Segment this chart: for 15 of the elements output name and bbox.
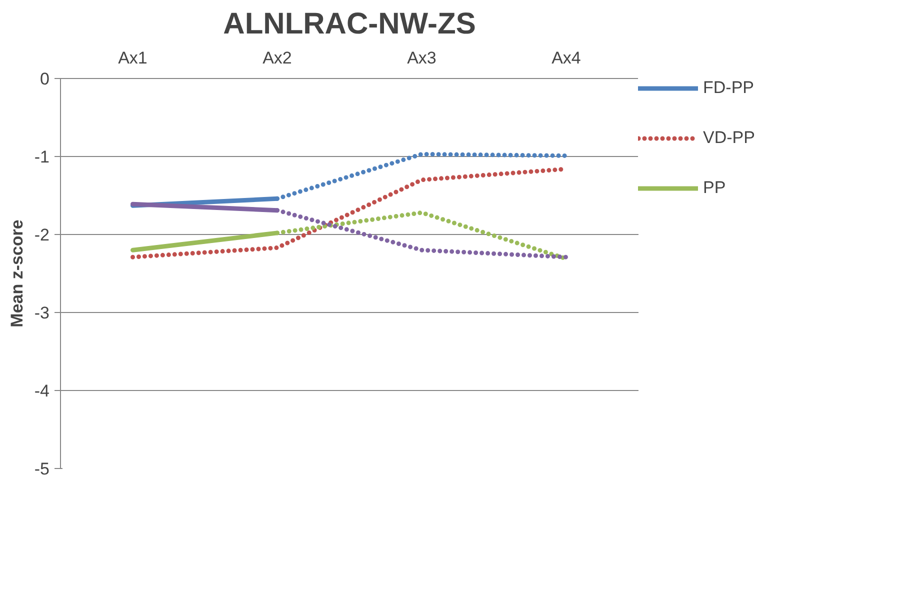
legend-label: FD-PP (703, 78, 754, 98)
y-tick-label: -3 (34, 304, 50, 322)
x-tick-label: Ax4 (552, 48, 581, 68)
legend-label: VD-PP (703, 128, 755, 148)
y-axis-title: Mean z-score (7, 220, 26, 328)
y-tick-label: 0 (40, 70, 50, 88)
chart-title: ALNLRAC-NW-ZS (223, 8, 476, 40)
x-tick-label: Ax2 (262, 48, 292, 68)
legend-label: PP (703, 178, 726, 198)
y-tick-label: -2 (34, 226, 50, 244)
x-tick-label: Ax1 (118, 48, 148, 68)
y-tick-label: -5 (34, 460, 50, 478)
y-tick-label: -4 (34, 382, 50, 400)
y-tick-label: -1 (34, 148, 50, 166)
x-tick-label: Ax3 (407, 48, 436, 68)
